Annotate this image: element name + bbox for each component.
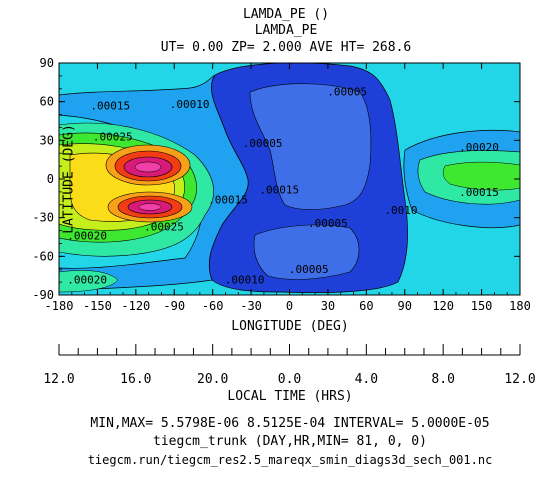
y-axis-label: LATITUDE (DEG) xyxy=(61,124,77,234)
contour-label: .00020 xyxy=(67,230,107,243)
chart-title-line3: UT= 0.00 ZP= 2.000 AVE HT= 268.6 xyxy=(160,40,412,55)
contour-label: .00015 xyxy=(208,194,248,207)
x-tick-label: 60 xyxy=(359,299,373,313)
x-tick-label: -150 xyxy=(83,299,112,313)
x-tick-label: 180 xyxy=(509,299,531,313)
y-tick-label: -30 xyxy=(32,211,54,225)
lt-tick-label: 12.0 xyxy=(43,372,74,387)
x-tick-label: 120 xyxy=(432,299,454,313)
chart-title-line2: LAMDA_PE xyxy=(254,23,318,38)
contour-fill-south-max-4 xyxy=(138,203,162,211)
contour-label: .00025 xyxy=(144,221,184,234)
y-tick-label: 60 xyxy=(40,95,54,109)
x-tick-label: -90 xyxy=(163,299,185,313)
y-tick-label: 90 xyxy=(40,56,54,70)
contour-label: .00025 xyxy=(93,130,133,143)
run-info: tiegcm_trunk (DAY,HR,MIN= 81, 0, 0) xyxy=(153,434,427,449)
contour-fill-east-core xyxy=(442,161,520,191)
contour-label: .00005 xyxy=(308,217,348,230)
x-tick-label: -180 xyxy=(45,299,74,313)
x-tick-label: 150 xyxy=(471,299,493,313)
contour-label: .00005 xyxy=(243,137,283,150)
lt-tick-label: 8.0 xyxy=(431,372,454,387)
y-tick-label: 30 xyxy=(40,133,54,147)
contour-label: .00015 xyxy=(259,183,299,196)
lt-tick-label: 20.0 xyxy=(197,372,228,387)
x-tick-label: -120 xyxy=(121,299,150,313)
file-info: tiegcm.run/tiegcm_res2.5_mareqx_smin_dia… xyxy=(87,453,493,467)
contour-fill-basin-inner xyxy=(249,83,372,210)
contour-fill-sw xyxy=(59,270,119,293)
x-tick-label: -30 xyxy=(240,299,262,313)
minmax-info: MIN,MAX= 5.5798E-06 8.5125E-04 INTERVAL=… xyxy=(90,416,490,431)
x-tick-label: -60 xyxy=(202,299,224,313)
x-axis-label: LONGITUDE (DEG) xyxy=(231,319,349,334)
lt-tick-label: 12.0 xyxy=(504,372,535,387)
contour-label: .00020 xyxy=(459,141,499,154)
x-tick-label: 30 xyxy=(321,299,335,313)
contour-label: .00020 xyxy=(67,274,107,287)
x-tick-label: 0 xyxy=(286,299,293,313)
contour-fill-north-max-4 xyxy=(134,161,162,173)
chart-title-line1: LAMDA_PE () xyxy=(242,7,330,22)
local-time-label: LOCAL TIME (HRS) xyxy=(227,389,353,404)
contour-label: .00015 xyxy=(90,100,130,113)
contour-label: .00010 xyxy=(225,274,265,287)
contour-label: .0010 xyxy=(384,204,417,217)
contour-label: .00005 xyxy=(289,263,329,276)
y-tick-label: -60 xyxy=(32,249,54,263)
contour-label: .00010 xyxy=(170,98,210,111)
lt-tick-label: 16.0 xyxy=(120,372,151,387)
lt-tick-label: 4.0 xyxy=(355,372,378,387)
contour-fill-basin-south xyxy=(253,224,360,280)
y-tick-label: -90 xyxy=(32,288,54,302)
y-tick-label: 0 xyxy=(47,172,54,186)
lt-tick-label: 0.0 xyxy=(278,372,301,387)
x-tick-label: 90 xyxy=(398,299,412,313)
contour-label: .00005 xyxy=(327,85,367,98)
contour-label: .00015 xyxy=(459,186,499,199)
